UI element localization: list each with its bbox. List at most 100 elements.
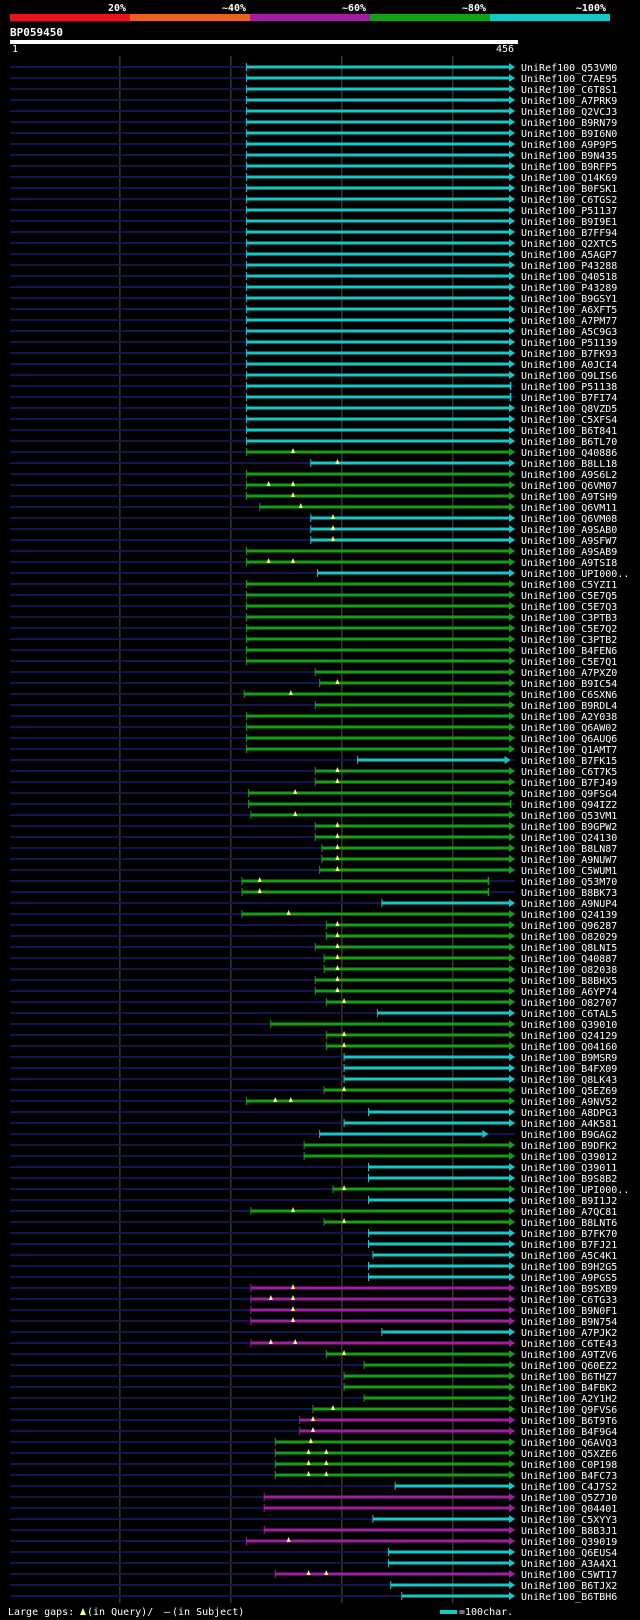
- alignment-row[interactable]: UniRef100_Q53VM1: [10, 811, 617, 822]
- hit-id-label[interactable]: UniRef100_A2Y1H2: [521, 1394, 617, 1405]
- hit-id-label[interactable]: UniRef100_Q6EUS4: [521, 1548, 617, 1559]
- alignment-row[interactable]: UniRef100_B9GAG2: [10, 1130, 617, 1141]
- alignment-row[interactable]: UniRef100_B4F9G4: [10, 1427, 617, 1438]
- alignment-row[interactable]: UniRef100_Q96287: [10, 921, 617, 932]
- hit-id-label[interactable]: UniRef100_P43288: [521, 261, 617, 272]
- hit-id-label[interactable]: UniRef100_B9RDL4: [521, 701, 617, 712]
- alignment-row[interactable]: UniRef100_B9S8B2: [10, 1174, 617, 1185]
- alignment-row[interactable]: UniRef100_A7PJK2: [10, 1328, 617, 1339]
- alignment-row[interactable]: UniRef100_B8BHX5: [10, 976, 617, 987]
- alignment-row[interactable]: UniRef100_A6YP74: [10, 987, 617, 998]
- alignment-row[interactable]: UniRef100_Q24130: [10, 833, 617, 844]
- hit-id-label[interactable]: UniRef100_A6XFT5: [521, 305, 617, 316]
- alignment-row[interactable]: UniRef100_C6SXN6: [10, 690, 617, 701]
- alignment-row[interactable]: UniRef100_B9IC54: [10, 679, 617, 690]
- alignment-row[interactable]: UniRef100_B9MSR9: [10, 1053, 617, 1064]
- hit-id-label[interactable]: UniRef100_Q94IZ2: [521, 800, 617, 811]
- alignment-row[interactable]: UniRef100_Q5EZ69: [10, 1086, 617, 1097]
- hit-id-label[interactable]: UniRef100_B7FK93: [521, 349, 617, 360]
- alignment-row[interactable]: UniRef100_A5C4K1: [10, 1251, 617, 1262]
- alignment-row[interactable]: UniRef100_B0FSK1: [10, 184, 617, 195]
- alignment-row[interactable]: UniRef100_A9S6L2: [10, 470, 617, 481]
- alignment-row[interactable]: UniRef100_B9SXB9: [10, 1284, 617, 1295]
- alignment-row[interactable]: UniRef100_B7FK15: [10, 756, 617, 767]
- hit-id-label[interactable]: UniRef100_Q53VM0: [521, 63, 617, 74]
- alignment-row[interactable]: UniRef100_A5AGP7: [10, 250, 617, 261]
- hit-id-label[interactable]: UniRef100_C6TAL5: [521, 1009, 617, 1020]
- alignment-row[interactable]: UniRef100_A9TZV6: [10, 1350, 617, 1361]
- alignment-row[interactable]: UniRef100_P51138: [10, 382, 617, 393]
- alignment-row[interactable]: UniRef100_Q8VZD5: [10, 404, 617, 415]
- hit-id-label[interactable]: UniRef100_C3PTB2: [521, 635, 617, 646]
- hit-id-label[interactable]: UniRef100_A9TSI8: [521, 558, 617, 569]
- hit-id-label[interactable]: UniRef100_B9N0F1: [521, 1306, 617, 1317]
- hit-id-label[interactable]: UniRef100_B4FX09: [521, 1064, 617, 1075]
- hit-id-label[interactable]: UniRef100_C5YZI1: [521, 580, 617, 591]
- alignment-row[interactable]: UniRef100_Q39019: [10, 1537, 617, 1548]
- alignment-row[interactable]: UniRef100_B9GPW2: [10, 822, 617, 833]
- hit-id-label[interactable]: UniRef100_Q9LIS6: [521, 371, 617, 382]
- hit-id-label[interactable]: UniRef100_B6TBH6: [521, 1592, 617, 1603]
- hit-id-label[interactable]: UniRef100_B7FI74: [521, 393, 617, 404]
- alignment-row[interactable]: UniRef100_Q04401: [10, 1504, 617, 1515]
- alignment-row[interactable]: UniRef100_Q04160: [10, 1042, 617, 1053]
- alignment-row[interactable]: UniRef100_A9SAB9: [10, 547, 617, 558]
- hit-id-label[interactable]: UniRef100_B7FF94: [521, 228, 617, 239]
- hit-id-label[interactable]: UniRef100_A7QC81: [521, 1207, 617, 1218]
- hit-id-label[interactable]: UniRef100_Q39012: [521, 1152, 617, 1163]
- hit-id-label[interactable]: UniRef100_Q5EZ69: [521, 1086, 617, 1097]
- hit-id-label[interactable]: UniRef100_P51138: [521, 382, 617, 393]
- hit-id-label[interactable]: UniRef100_A3A4X1: [521, 1559, 617, 1570]
- hit-id-label[interactable]: UniRef100_B7FJ21: [521, 1240, 617, 1251]
- alignment-row[interactable]: UniRef100_A2Y038: [10, 712, 617, 723]
- hit-id-label[interactable]: UniRef100_UPI000..: [521, 1185, 629, 1196]
- hit-id-label[interactable]: UniRef100_Q39019: [521, 1537, 617, 1548]
- hit-id-label[interactable]: UniRef100_A5C9G3: [521, 327, 617, 338]
- alignment-row[interactable]: UniRef100_C5XYY3: [10, 1515, 617, 1526]
- alignment-row[interactable]: UniRef100_A7PXZ0: [10, 668, 617, 679]
- alignment-row[interactable]: UniRef100_A2Y1H2: [10, 1394, 617, 1405]
- hit-id-label[interactable]: UniRef100_C6SXN6: [521, 690, 617, 701]
- alignment-row[interactable]: UniRef100_B4FBK2: [10, 1383, 617, 1394]
- hit-id-label[interactable]: UniRef100_A9NUW7: [521, 855, 617, 866]
- hit-id-label[interactable]: UniRef100_C3PTB3: [521, 613, 617, 624]
- hit-id-label[interactable]: UniRef100_C5XYY3: [521, 1515, 617, 1526]
- alignment-row[interactable]: UniRef100_C5YZI1: [10, 580, 617, 591]
- hit-id-label[interactable]: UniRef100_A9SAB9: [521, 547, 617, 558]
- hit-id-label[interactable]: UniRef100_C5WUM1: [521, 866, 617, 877]
- hit-id-label[interactable]: UniRef100_B9RFP5: [521, 162, 617, 173]
- hit-id-label[interactable]: UniRef100_A9P9P5: [521, 140, 617, 151]
- alignment-row[interactable]: UniRef100_C4J7S2: [10, 1482, 617, 1493]
- alignment-row[interactable]: UniRef100_A7QC81: [10, 1207, 617, 1218]
- hit-id-label[interactable]: UniRef100_B6TJX2: [521, 1581, 617, 1592]
- alignment-row[interactable]: UniRef100_A9NV52: [10, 1097, 617, 1108]
- hit-id-label[interactable]: UniRef100_Q6AW02: [521, 723, 617, 734]
- hit-id-label[interactable]: UniRef100_C0P198: [521, 1460, 617, 1471]
- alignment-row[interactable]: UniRef100_O82038: [10, 965, 617, 976]
- alignment-row[interactable]: UniRef100_A5C9G3: [10, 327, 617, 338]
- hit-id-label[interactable]: UniRef100_Q8VZD5: [521, 404, 617, 415]
- alignment-row[interactable]: UniRef100_B9RFP5: [10, 162, 617, 173]
- hit-id-label[interactable]: UniRef100_A6YP74: [521, 987, 617, 998]
- alignment-row[interactable]: UniRef100_A9NUW7: [10, 855, 617, 866]
- hit-id-label[interactable]: UniRef100_B8B3J1: [521, 1526, 617, 1537]
- alignment-row[interactable]: UniRef100_A9NUP4: [10, 899, 617, 910]
- hit-id-label[interactable]: UniRef100_Q5Z7J0: [521, 1493, 617, 1504]
- hit-id-label[interactable]: UniRef100_B7FK70: [521, 1229, 617, 1240]
- alignment-row[interactable]: UniRef100_C6TG33: [10, 1295, 617, 1306]
- hit-id-label[interactable]: UniRef100_A7PRK9: [521, 96, 617, 107]
- alignment-row[interactable]: UniRef100_B7FJ49: [10, 778, 617, 789]
- hit-id-label[interactable]: UniRef100_A9S6L2: [521, 470, 617, 481]
- alignment-row[interactable]: UniRef100_Q5Z7J0: [10, 1493, 617, 1504]
- hit-id-label[interactable]: UniRef100_Q53M70: [521, 877, 617, 888]
- alignment-row[interactable]: UniRef100_UPI000..: [10, 1185, 629, 1196]
- hit-id-label[interactable]: UniRef100_B6THZ7: [521, 1372, 617, 1383]
- alignment-row[interactable]: UniRef100_Q2VCJ3: [10, 107, 617, 118]
- alignment-row[interactable]: UniRef100_B9N435: [10, 151, 617, 162]
- alignment-row[interactable]: UniRef100_A6XFT5: [10, 305, 617, 316]
- hit-id-label[interactable]: UniRef100_B9N754: [521, 1317, 617, 1328]
- hit-id-label[interactable]: UniRef100_Q96287: [521, 921, 617, 932]
- hit-id-label[interactable]: UniRef100_B8BHX5: [521, 976, 617, 987]
- alignment-row[interactable]: UniRef100_Q9FSG4: [10, 789, 617, 800]
- alignment-row[interactable]: UniRef100_Q53VM0: [10, 63, 617, 74]
